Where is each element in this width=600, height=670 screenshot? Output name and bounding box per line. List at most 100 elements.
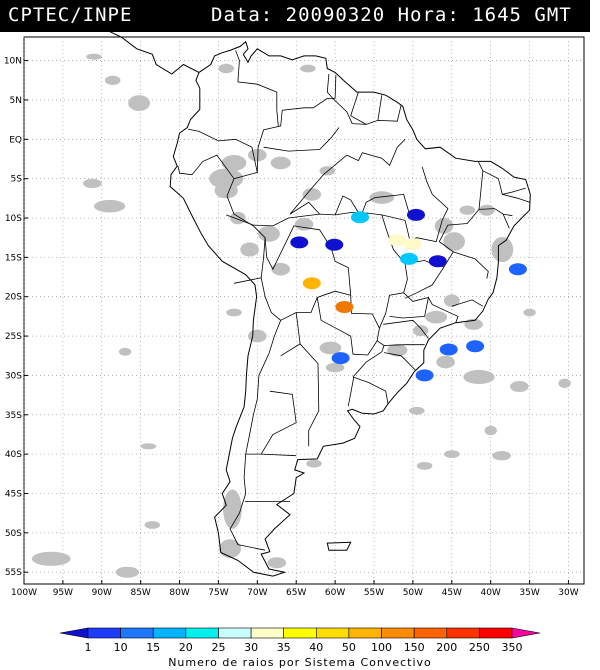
border-line xyxy=(379,214,408,329)
border-line xyxy=(384,344,425,346)
cloud-patch xyxy=(425,310,448,324)
header-bar: CPTEC/INPE Data: 20090320 Hora: 1645 GMT xyxy=(0,0,590,32)
cloud-patch xyxy=(86,53,102,60)
colorbar-tick-label: 30 xyxy=(244,641,258,654)
border-line xyxy=(264,225,352,321)
lon-label: 75W xyxy=(208,588,228,598)
country-borders-layer xyxy=(177,50,530,551)
lon-label: 40W xyxy=(480,588,500,598)
convective-system xyxy=(466,340,485,353)
colorbar-box xyxy=(413,627,448,639)
colorbar-tick-label: 10 xyxy=(114,641,128,654)
cloud-patch xyxy=(479,204,495,216)
convective-system xyxy=(400,252,418,265)
south-america-map: 10N5NEQ5S10S15S20S25S30S35S40S45S50S55S … xyxy=(4,32,585,598)
lat-label: 5N xyxy=(10,96,22,106)
border-line xyxy=(226,74,337,284)
central-america-coastline xyxy=(109,32,200,75)
lat-label: 50S xyxy=(5,529,22,539)
border-line xyxy=(502,194,530,203)
cloud-patch xyxy=(325,362,345,373)
colorbar-box xyxy=(479,627,513,639)
cloud-patch xyxy=(271,262,291,276)
cloud-patch xyxy=(492,451,511,461)
border-line xyxy=(451,299,484,307)
south-america-coastline xyxy=(169,40,531,577)
lon-label: 85W xyxy=(130,588,150,598)
border-line xyxy=(289,174,324,215)
cloud-patch xyxy=(409,406,425,415)
colorbar-box xyxy=(446,627,480,639)
cloud-patch xyxy=(436,355,455,369)
cloud-patch xyxy=(443,232,465,252)
cloud-patch xyxy=(144,521,161,529)
cloud-patch xyxy=(104,75,121,86)
convective-system xyxy=(335,301,354,313)
colorbar-tick-label: 35 xyxy=(277,641,291,654)
colorbar-tick-label: 200 xyxy=(436,641,457,654)
island-outline xyxy=(326,541,352,551)
cloud-patch xyxy=(387,343,408,357)
border-line xyxy=(453,251,489,279)
colorbar-tick-label: 150 xyxy=(404,641,425,654)
lat-label: EQ xyxy=(9,135,22,145)
cloud-patch xyxy=(294,218,314,231)
cloud-patch xyxy=(484,425,497,436)
colorbar-caption: Numero de raios por Sistema Convectivo xyxy=(168,656,432,669)
border-line xyxy=(280,343,301,357)
cloud-patch xyxy=(128,95,151,111)
convective-system xyxy=(508,263,527,276)
colorbar-box xyxy=(120,627,154,639)
cloud-patch xyxy=(434,218,454,234)
colorbar-labels: 1 10 15 20 25 30 35 40 50 100 150 200 250 350 xyxy=(85,641,523,654)
cloud-patch xyxy=(94,199,126,213)
lat-label: 10S xyxy=(5,214,22,224)
lat-label: 55S xyxy=(5,568,22,578)
border-line xyxy=(347,376,355,407)
cloud-patch xyxy=(226,308,242,317)
lon-label: 65W xyxy=(286,588,306,598)
cloud-cover-layer xyxy=(31,53,571,578)
lat-lon-grid xyxy=(23,37,584,584)
colorbar-tick-label: 1 xyxy=(85,641,92,654)
colorbar-tick-label: 40 xyxy=(309,641,323,654)
border-line xyxy=(350,91,367,125)
cloud-patch xyxy=(247,148,267,162)
cloud-patch xyxy=(221,155,247,171)
cloud-patch xyxy=(218,63,234,74)
coastline-layer xyxy=(109,32,531,577)
cloud-patch xyxy=(412,325,429,337)
lon-label: 45W xyxy=(442,588,462,598)
cloud-patch xyxy=(319,341,342,355)
cloud-patch xyxy=(219,539,242,558)
cloud-patch xyxy=(247,329,267,343)
border-line xyxy=(384,352,416,371)
convective-systems-layer xyxy=(290,208,527,382)
cloud-patch xyxy=(523,308,536,317)
colorbar-box xyxy=(348,627,382,639)
cloud-patch xyxy=(302,188,322,201)
border-line xyxy=(502,213,510,229)
lon-label: 50W xyxy=(403,588,423,598)
border-line xyxy=(229,277,282,551)
cloud-patch xyxy=(319,166,336,176)
map-frame xyxy=(23,36,585,585)
lat-label: 35S xyxy=(5,411,22,421)
border-line xyxy=(352,376,389,404)
datetime-label: Data: 20090320 Hora: 1645 GMT xyxy=(211,4,572,26)
cloud-patch xyxy=(510,381,529,392)
cloud-patch xyxy=(258,225,280,242)
cloud-patch xyxy=(491,236,514,263)
cloud-patch xyxy=(115,566,140,578)
colorbar-tick-label: 20 xyxy=(179,641,193,654)
cloud-patch xyxy=(31,551,71,566)
lon-label: 35W xyxy=(519,588,539,598)
cloud-patch xyxy=(240,242,259,257)
cloud-patch xyxy=(230,211,246,225)
lat-label: 25S xyxy=(5,332,22,342)
colorbar-tick-label: 250 xyxy=(469,641,490,654)
colorbar-right-arrow xyxy=(511,627,541,639)
cloud-patch xyxy=(558,378,571,388)
lon-label: 95W xyxy=(53,588,73,598)
cloud-patch xyxy=(416,462,433,470)
